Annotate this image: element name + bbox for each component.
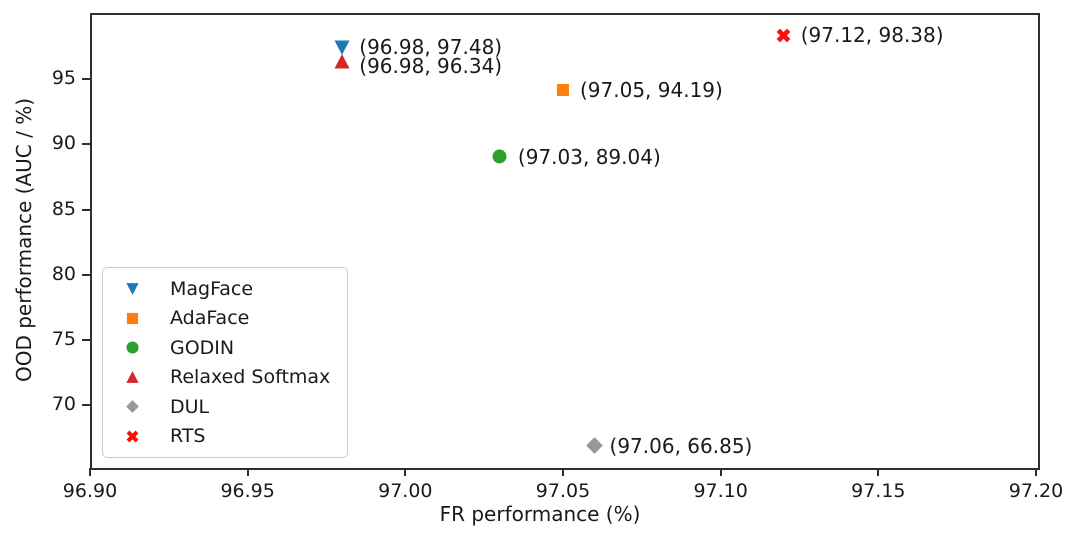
legend-item-label: GODIN bbox=[170, 336, 235, 359]
y-tick-mark bbox=[82, 208, 90, 211]
point-dul bbox=[586, 437, 603, 455]
y-tick-mark bbox=[82, 143, 90, 146]
y-tick-label: 90 bbox=[51, 132, 76, 155]
point-relaxed-softmax bbox=[334, 54, 350, 70]
legend-item-godin: GODIN bbox=[103, 333, 347, 363]
adaface-marker-icon bbox=[556, 83, 570, 96]
annotation-adaface: (97.05, 94.19) bbox=[580, 77, 723, 102]
rts-legend-marker-icon bbox=[126, 430, 138, 443]
x-tick-mark bbox=[246, 468, 249, 476]
y-tick-mark bbox=[82, 338, 90, 341]
legend-item-rts: RTS bbox=[103, 422, 347, 452]
y-tick-label: 95 bbox=[51, 67, 76, 90]
legend-item-label: MagFace bbox=[170, 277, 254, 300]
x-tick-label: 97.00 bbox=[378, 480, 433, 502]
legend-item-label: RTS bbox=[170, 425, 206, 448]
x-tick-mark bbox=[719, 468, 722, 476]
godin-marker-icon bbox=[492, 149, 507, 164]
legend-box: MagFace AdaFace GODIN Relaxed Softmax DUL RTS bbox=[102, 267, 348, 458]
x-axis-title: FR performance (%) bbox=[439, 502, 641, 526]
legend-item-label: Relaxed Softmax bbox=[170, 366, 331, 389]
annotation-godin: (97.03, 89.04) bbox=[517, 144, 661, 169]
annotation-magface: (96.98, 97.48) bbox=[359, 35, 503, 60]
annotation-relaxed-softmax: (96.98, 96.34) bbox=[359, 53, 503, 78]
y-tick-mark bbox=[82, 78, 90, 81]
x-tick-label: 97.05 bbox=[535, 480, 591, 502]
legend-item-label: AdaFace bbox=[170, 307, 250, 330]
y-axis-title: OOD performance (AUC / %) bbox=[12, 97, 36, 383]
y-tick-label: 85 bbox=[51, 197, 76, 220]
y-tick-label: 75 bbox=[51, 327, 76, 350]
dul-legend-marker-icon bbox=[125, 400, 139, 414]
legend-item-dul: DUL bbox=[103, 392, 347, 422]
legend-item-adaface: AdaFace bbox=[103, 304, 347, 334]
relaxed-softmax-marker-icon bbox=[334, 54, 350, 69]
y-tick-mark bbox=[82, 273, 90, 276]
x-tick-mark bbox=[877, 468, 880, 476]
y-tick-label: 70 bbox=[51, 392, 76, 415]
relaxed-softmax-legend-marker-icon bbox=[125, 370, 139, 383]
x-tick-label: 97.10 bbox=[693, 480, 748, 502]
adaface-legend-marker-icon bbox=[126, 312, 138, 324]
magface-legend-marker-icon bbox=[125, 283, 139, 296]
x-tick-label: 97.20 bbox=[1008, 480, 1064, 502]
rts-marker-icon bbox=[776, 28, 791, 43]
point-rts bbox=[776, 28, 791, 43]
x-tick-mark bbox=[562, 468, 564, 476]
legend-item-label: DUL bbox=[170, 395, 210, 418]
godin-legend-marker-icon bbox=[125, 341, 139, 354]
magface-marker-icon bbox=[334, 40, 350, 55]
x-tick-label: 96.95 bbox=[220, 480, 275, 502]
point-adaface bbox=[556, 83, 570, 97]
annotation-dul: (97.06, 66.85) bbox=[609, 433, 753, 458]
y-tick-mark bbox=[82, 403, 90, 406]
x-tick-mark bbox=[89, 468, 91, 476]
point-magface bbox=[334, 39, 350, 55]
y-tick-label: 80 bbox=[51, 262, 76, 285]
legend-item-relaxed-softmax: Relaxed Softmax bbox=[103, 363, 347, 393]
x-tick-mark bbox=[404, 468, 407, 476]
annotation-rts: (97.12, 98.38) bbox=[800, 23, 944, 48]
dul-marker-icon bbox=[586, 437, 603, 455]
x-tick-mark bbox=[1035, 468, 1037, 476]
point-godin bbox=[492, 149, 507, 164]
x-tick-label: 96.90 bbox=[62, 480, 118, 502]
x-tick-label: 97.15 bbox=[851, 480, 906, 502]
legend-item-magface: MagFace bbox=[103, 274, 347, 304]
